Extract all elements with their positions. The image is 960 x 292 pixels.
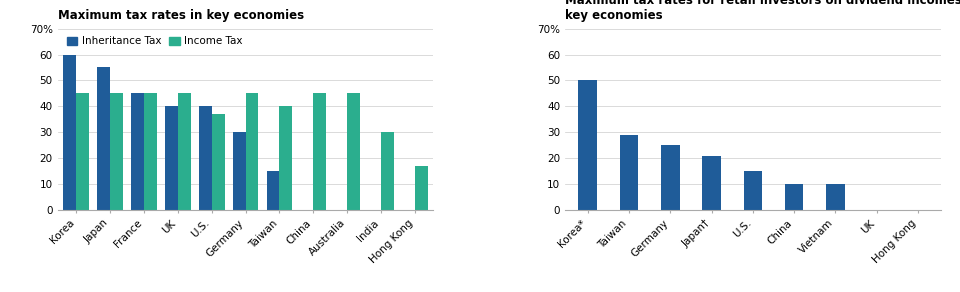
Bar [744,171,762,210]
Bar [578,81,597,210]
Text: Maximum tax rates for retail investors on dividend incomes in
key economies: Maximum tax rates for retail investors o… [565,0,960,22]
Bar [232,132,246,210]
Bar [199,106,211,210]
Bar [110,93,123,210]
Bar [211,114,225,210]
Bar [76,93,89,210]
Text: Maximum tax rates in key economies: Maximum tax rates in key economies [58,9,303,22]
Bar [132,93,144,210]
Bar [661,145,680,210]
Bar [267,171,279,210]
Bar [620,135,638,210]
Bar [144,93,156,210]
Bar [63,55,76,210]
Bar [348,93,360,210]
Bar [415,166,427,210]
Legend: Inheritance Tax, Income Tax: Inheritance Tax, Income Tax [62,32,247,51]
Bar [97,67,110,210]
Bar [827,184,845,210]
Bar [703,156,721,210]
Bar [785,184,804,210]
Bar [246,93,258,210]
Bar [165,106,178,210]
Bar [178,93,191,210]
Bar [313,93,326,210]
Bar [279,106,292,210]
Bar [381,132,394,210]
